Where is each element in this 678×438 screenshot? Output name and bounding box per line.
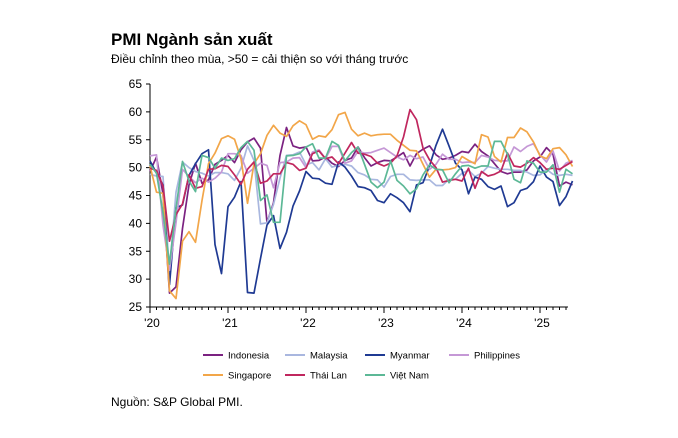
y-tick-label: 40 [129,216,143,230]
x-tick-label: '20 [144,316,160,330]
y-tick-label: 30 [129,272,143,286]
x-tick-label: '23 [378,316,394,330]
legend-label-indonesia: Indonesia [228,351,270,362]
series-line-myanmar [149,128,574,294]
legend-label-singapore: Singapore [228,371,271,382]
legend-label-philippines: Philippines [474,351,520,362]
series-line-singapore [149,111,574,300]
y-tick-label: 45 [129,189,143,203]
y-tick-label: 65 [129,77,143,91]
y-tick-label: 55 [129,133,143,147]
source-note: Nguồn: S&P Global PMI. [111,395,243,409]
legend-label-viet-nam: Việt Nam [390,371,429,382]
y-tick-label: 25 [129,300,143,314]
legend-label-thai-lan: Thái Lan [310,371,347,382]
series-lines [149,108,574,300]
series-line-viet-nam [149,140,573,265]
legend-label-myanmar: Myanmar [390,351,430,362]
x-tick-label: '24 [456,316,472,330]
y-tick-label: 35 [129,244,143,258]
chart-subtitle: Điều chỉnh theo mùa, >50 = cải thiện so … [111,52,409,66]
legend: Indonesia Malaysia Myanmar Philippines Singa… [203,351,520,382]
x-tick-label: '22 [300,316,316,330]
legend-label-malaysia: Malaysia [310,351,348,362]
y-tick-label: 60 [129,105,143,119]
axes: 25 30 35 40 45 50 55 60 65 '20 '21 '22 '23 '24 '25 [129,77,568,330]
x-tick-label: '21 [222,316,238,330]
chart-title: PMI Ngành sản xuất [111,30,273,49]
x-tick-label: '25 [534,316,550,330]
y-tick-label: 50 [129,161,143,175]
